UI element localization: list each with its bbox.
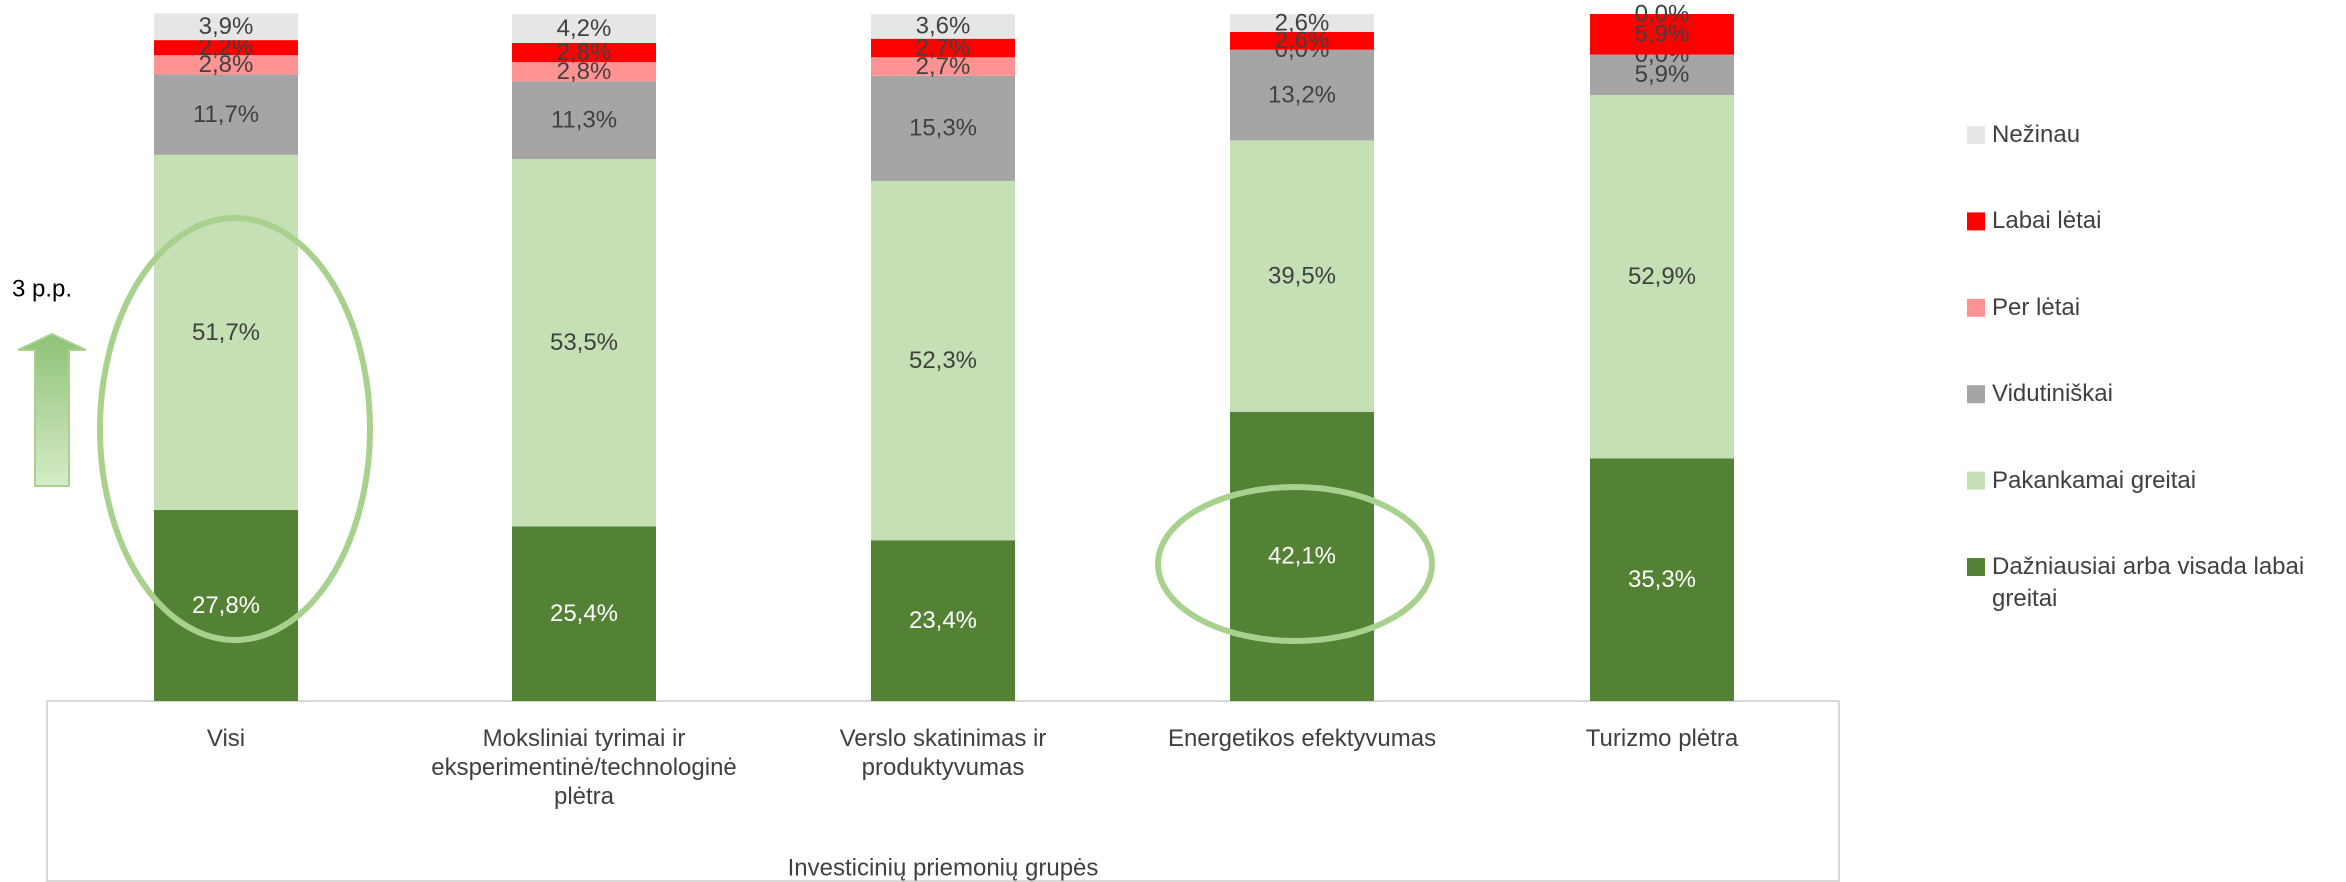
bar-segment [1230, 14, 1374, 32]
data-label: 15,3% [909, 115, 977, 142]
data-label: 4,2% [557, 15, 612, 42]
legend-label: Vidutiniškai [1992, 380, 2113, 408]
data-label: 25,4% [550, 600, 618, 627]
bar-segment [512, 526, 656, 701]
data-label: 11,3% [551, 106, 617, 133]
bar-segment [871, 38, 1015, 58]
arrow [17, 332, 87, 487]
legend-swatch [1967, 212, 1985, 231]
data-label: 52,9% [1628, 263, 1696, 290]
bar-segment [871, 14, 1015, 39]
bar-segment [512, 81, 656, 159]
data-label: 2,8% [557, 58, 612, 85]
legend-label: Labai lėtai [1992, 207, 2102, 235]
legend-swatch [1967, 298, 1985, 317]
data-label: 5,9% [1635, 61, 1690, 88]
bar-segment [871, 540, 1015, 701]
bar-segment [512, 42, 656, 63]
legend-swatch [1967, 558, 1985, 576]
highlight-ellipse [1155, 484, 1435, 644]
bar-segment [512, 62, 656, 82]
bar-segment [1230, 31, 1374, 50]
data-label: 51,7% [192, 319, 260, 346]
data-label: 3,6% [916, 13, 971, 40]
data-label: 39,5% [1268, 262, 1336, 289]
x-tick-label: Energetikos efektyvumas [1167, 725, 1437, 752]
x-tick-label: Turizmo plėtra [1585, 725, 1739, 752]
x-tick-label: Verslo skatinimas ir produktyvumas [839, 725, 1047, 781]
bar-segment [154, 510, 298, 701]
data-label: 2,8% [199, 51, 254, 78]
annotation: 3 p.p. [12, 275, 72, 302]
bar-segment [512, 158, 656, 527]
data-label: 5,9% [1635, 21, 1690, 48]
legend-swatch [1967, 126, 1985, 144]
bar-segment [154, 55, 298, 75]
data-label: 2,7% [916, 34, 971, 61]
bar-segment [154, 154, 298, 511]
data-label: 53,5% [550, 329, 618, 356]
data-label: 35,3% [1628, 566, 1696, 593]
x-tick-label: Moksliniai tyrimai ir eksperimentinė/tec… [431, 725, 737, 810]
bar-segment [154, 40, 298, 56]
x-axis-title: Investicinių priemonių grupės [788, 854, 1099, 881]
data-label: 2,7% [916, 53, 971, 80]
bar-segment [154, 74, 298, 155]
bar-segment [512, 14, 656, 43]
data-label: 13,2% [1268, 81, 1336, 108]
data-label: 52,3% [909, 347, 977, 374]
bar-segment [1590, 458, 1734, 701]
data-label: 3,9% [199, 13, 254, 40]
bar-segment [871, 75, 1015, 181]
bar-segment [1590, 14, 1734, 55]
data-label: 11,7% [193, 101, 259, 128]
legend-swatch [1967, 471, 1985, 490]
data-label: 42,1% [1268, 543, 1336, 570]
legend-label: Nežinau [1992, 121, 2081, 148]
bar-segment [871, 57, 1015, 76]
x-tick-label: Visi [206, 725, 246, 752]
data-label: 0,0% [1635, 0, 1690, 27]
highlight-ellipse [97, 215, 373, 643]
bar-segment [1590, 54, 1734, 96]
bar-segment [1230, 49, 1374, 141]
data-label: 27,8% [192, 592, 260, 619]
bar-segment [871, 180, 1015, 541]
bar-segment [1230, 411, 1374, 701]
legend-label: Pakankamai greitai [1992, 466, 2197, 494]
legend-swatch [1967, 385, 1985, 404]
legend-label: Per lėtai [1992, 293, 2081, 321]
bar-segment [154, 13, 298, 41]
bar-segment [1230, 140, 1374, 412]
data-label: 2,6% [1275, 9, 1330, 36]
legend-label: Dažniausiai arba visada labai greitai [1992, 553, 2305, 612]
bar-segment [1590, 95, 1734, 459]
data-label: 23,4% [909, 607, 977, 634]
data-label: 2,8% [557, 39, 612, 66]
